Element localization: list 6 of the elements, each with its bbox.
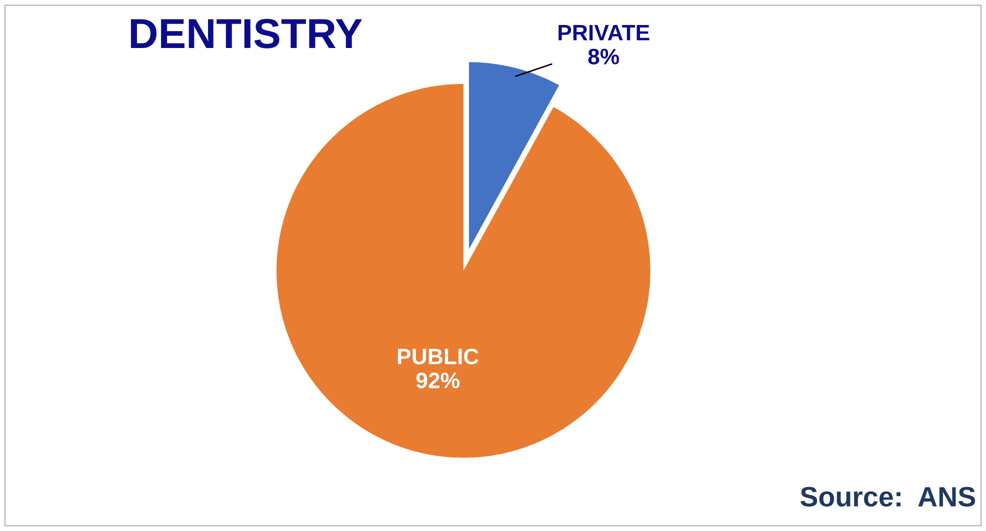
slice-label: PRIVATE xyxy=(558,25,650,40)
chart-title: DENTISTRY xyxy=(130,18,362,48)
source-note: Source: ANS xyxy=(800,486,976,507)
data-label: 92% xyxy=(416,372,460,388)
slice-label: PUBLIC xyxy=(398,348,479,364)
data-label: 8% xyxy=(588,48,620,64)
